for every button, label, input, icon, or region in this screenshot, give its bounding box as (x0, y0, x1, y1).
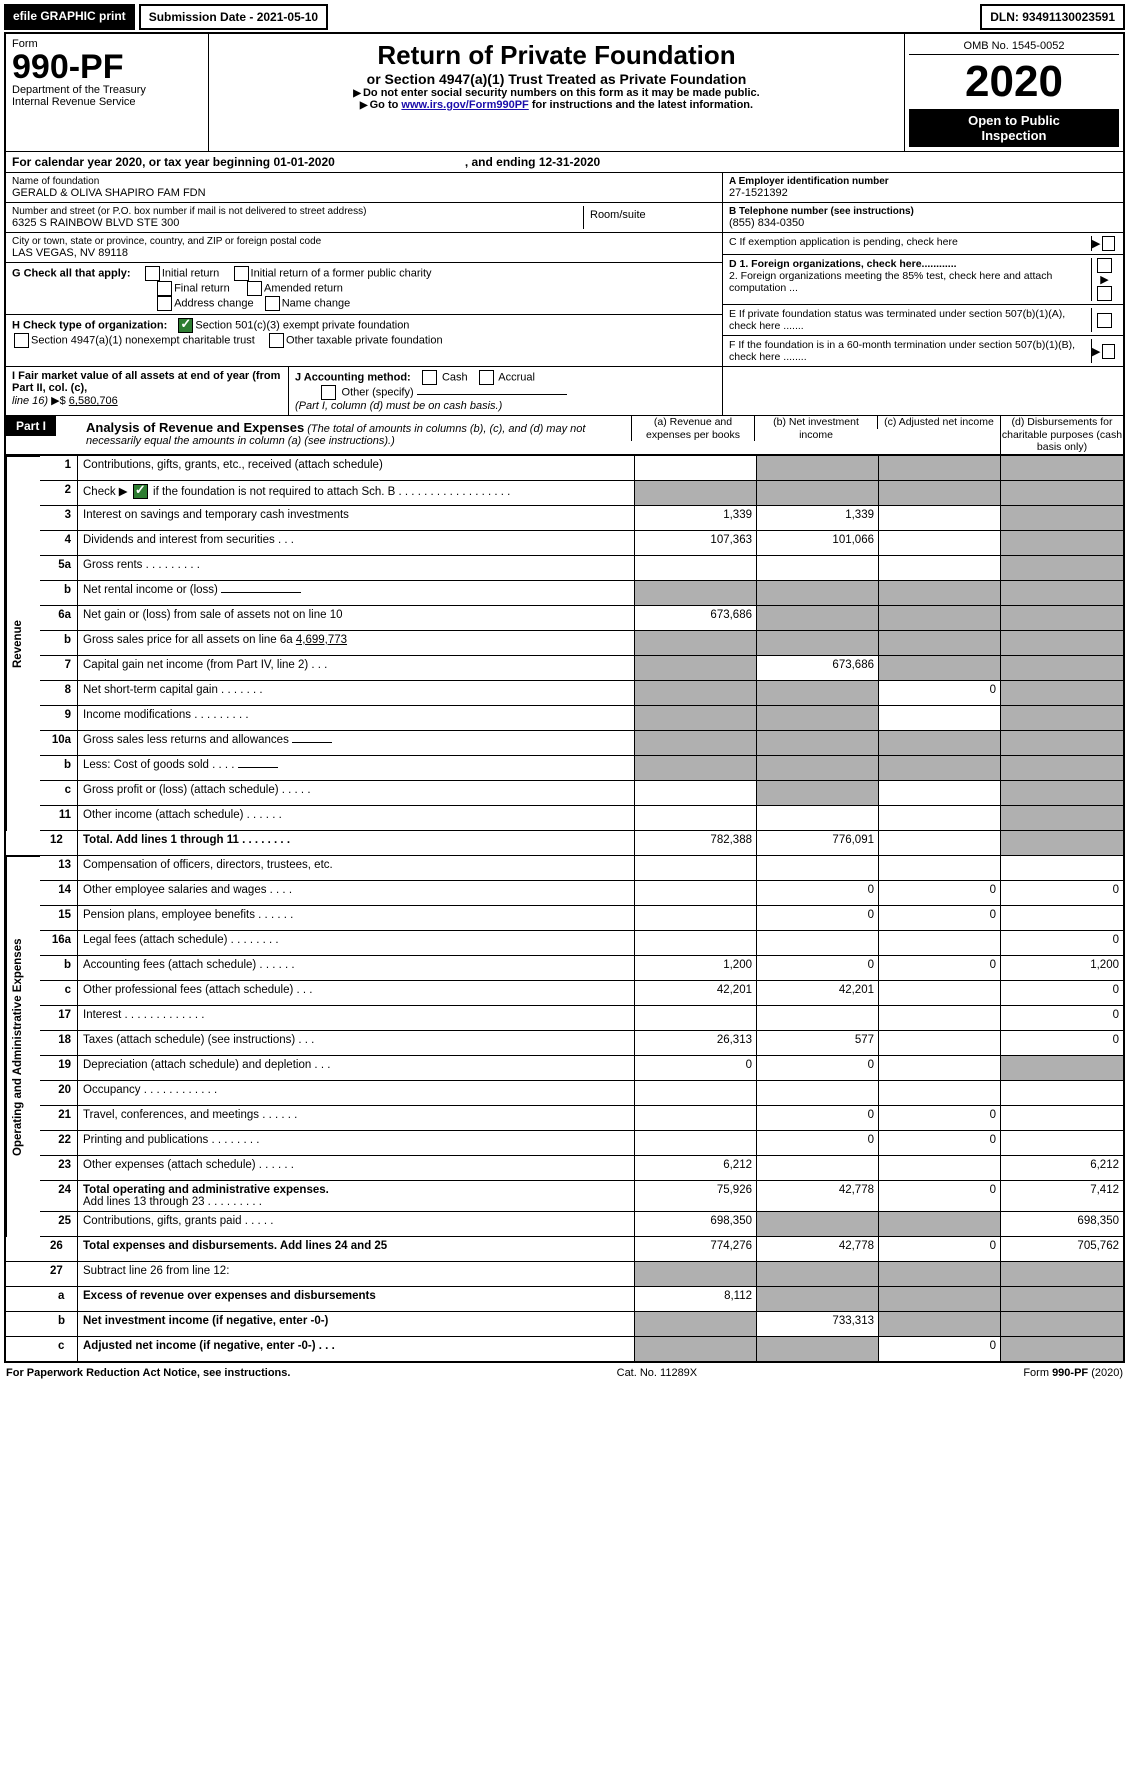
opex-label: Operating and Administrative Expenses (6, 856, 40, 1237)
dept: Department of the Treasury (12, 84, 202, 96)
footer-cat: Cat. No. 11289X (617, 1367, 698, 1379)
fmv: 6,580,706 (69, 395, 118, 407)
col-d: (d) Disbursements for charitable purpose… (1000, 416, 1123, 454)
tax-year: 2020 (909, 55, 1119, 109)
form-number: 990-PF (12, 50, 202, 84)
irs: Internal Revenue Service (12, 96, 202, 108)
notice2: Go to www.irs.gov/Form990PF for instruct… (215, 99, 898, 111)
irs-link[interactable]: www.irs.gov/Form990PF (401, 99, 528, 111)
calendar-row: For calendar year 2020, or tax year begi… (6, 152, 1123, 173)
open2: Inspection (981, 128, 1046, 143)
col-c: (c) Adjusted net income (877, 416, 1000, 429)
address: 6325 S RAINBOW BLVD STE 300 (12, 217, 583, 229)
efile-label: efile GRAPHIC print (4, 4, 135, 30)
omb: OMB No. 1545-0052 (909, 38, 1119, 55)
f-text: F If the foundation is in a 60-month ter… (729, 339, 1091, 363)
check-schB[interactable] (133, 484, 148, 499)
subtitle: or Section 4947(a)(1) Trust Treated as P… (215, 71, 898, 87)
h-section: H Check type of organization: Section 50… (6, 315, 722, 351)
g-section: G Check all that apply: Initial return I… (6, 263, 722, 315)
form-grid: Revenue 1Contributions, gifts, grants, e… (6, 455, 1123, 1361)
col-a: (a) Revenue and expenses per books (631, 416, 754, 441)
form-container: Form 990-PF Department of the Treasury I… (4, 32, 1125, 1363)
telephone: (855) 834-0350 (729, 217, 1117, 229)
ein: 27-1521392 (729, 187, 1117, 199)
room-label: Room/suite (583, 206, 716, 229)
col-b: (b) Net investment income (754, 416, 877, 441)
open1: Open to Public (968, 113, 1060, 128)
city: LAS VEGAS, NV 89118 (12, 247, 716, 259)
submission-date: Submission Date - 2021-05-10 (139, 4, 328, 30)
footer-left: For Paperwork Reduction Act Notice, see … (6, 1367, 290, 1379)
footer-form: Form 990-PF (2020) (1023, 1367, 1123, 1379)
foundation-name: GERALD & OLIVA SHAPIRO FAM FDN (12, 187, 716, 199)
tel-label: B Telephone number (see instructions) (729, 206, 1117, 217)
ein-label: A Employer identification number (729, 176, 1117, 187)
city-label: City or town, state or province, country… (12, 236, 716, 247)
dln: DLN: 93491130023591 (980, 4, 1125, 30)
part-1: Part I (6, 416, 56, 436)
top-bar: efile GRAPHIC print Submission Date - 20… (4, 4, 1125, 30)
name-label: Name of foundation (12, 176, 716, 187)
revenue-label: Revenue (6, 456, 40, 831)
check-501c3[interactable] (178, 318, 193, 333)
c-text: C If exemption application is pending, c… (729, 236, 1091, 251)
addr-label: Number and street (or P.O. box number if… (12, 206, 583, 217)
notice1: Do not enter social security numbers on … (215, 87, 898, 99)
title: Return of Private Foundation (215, 40, 898, 71)
e-text: E If private foundation status was termi… (729, 308, 1091, 332)
